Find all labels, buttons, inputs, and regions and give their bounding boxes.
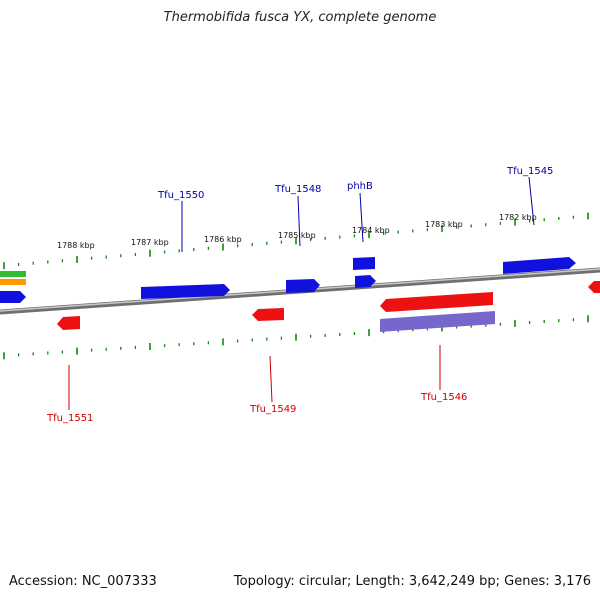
map-title: Thermobifida fusca YX, complete genome — [163, 10, 437, 25]
gene-label[interactable]: Tfu_1546 — [420, 392, 467, 403]
scale-label: 1788 kbp — [57, 241, 95, 250]
scale-label: 1786 kbp — [204, 235, 242, 244]
gene-label[interactable]: Tfu_1549 — [249, 404, 296, 415]
outer-tick-track — [3, 212, 589, 270]
forward-gene-arrow[interactable] — [286, 279, 320, 293]
reverse-gene-arrow[interactable] — [380, 292, 493, 312]
gene-label[interactable]: phhB — [347, 181, 373, 192]
forward-gene-arrow[interactable] — [355, 275, 376, 288]
accession-text: Accession: NC_007333 — [9, 574, 157, 589]
gene-label[interactable]: Tfu_1545 — [506, 166, 553, 177]
orange-feature[interactable] — [0, 279, 26, 285]
gene-label[interactable]: Tfu_1548 — [274, 184, 321, 195]
gene-label[interactable]: Tfu_1550 — [157, 190, 204, 201]
inner-tick-track — [3, 315, 589, 360]
forward-gene-arrow[interactable] — [141, 284, 230, 299]
forward-callouts — [181, 176, 535, 252]
scale-label: 1783 kbp — [425, 220, 463, 229]
reverse-callouts — [68, 345, 441, 410]
forward-gene-arrow[interactable] — [353, 257, 375, 270]
reverse-gene-arrow[interactable] — [252, 308, 284, 321]
scale-label: 1782 kbp — [499, 213, 537, 222]
scale-labels: 1788 kbp 1787 kbp 1786 kbp 1785 kbp 1784… — [57, 213, 537, 250]
forward-gene-arrow[interactable] — [0, 291, 26, 303]
purple-feature[interactable] — [380, 311, 495, 332]
reverse-gene-arrow[interactable] — [588, 281, 600, 293]
scale-label: 1787 kbp — [131, 238, 169, 247]
green-feature[interactable] — [0, 271, 26, 277]
scale-label: 1784 kbp — [352, 226, 390, 235]
forward-gene-arrow[interactable] — [503, 257, 576, 274]
scale-label: 1785 kbp — [278, 231, 316, 240]
genome-stats-text: Topology: circular; Length: 3,642,249 bp… — [233, 574, 591, 589]
gene-label[interactable]: Tfu_1551 — [46, 413, 93, 424]
reverse-gene-arrow[interactable] — [57, 316, 80, 330]
